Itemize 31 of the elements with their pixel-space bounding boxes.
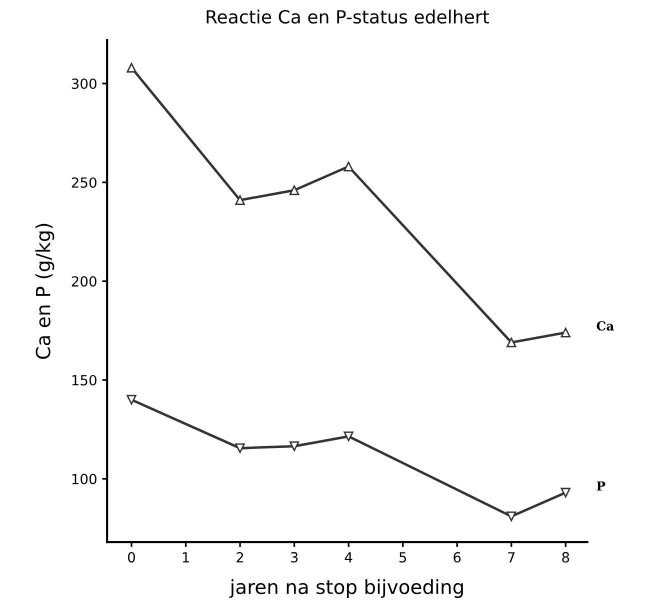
y-tick-label: 150	[72, 374, 96, 386]
x-tick-label: 0	[128, 552, 135, 563]
x-tick-label: 7	[508, 552, 515, 562]
point	[344, 431, 354, 442]
y-axis-title: Ca en P (g/kg)	[35, 224, 54, 359]
x-tick-label: 3	[290, 552, 298, 563]
point	[506, 512, 516, 522]
x-tick-label: 5	[399, 552, 406, 563]
x-axis-title: jaren na stop bijvoeding	[229, 579, 463, 598]
y-tick-label: 100	[72, 474, 96, 484]
y-tick-label: 250	[72, 177, 96, 188]
text: Ca	[596, 321, 614, 331]
point	[235, 195, 245, 205]
x-tick-label: 1	[182, 552, 189, 562]
point	[126, 62, 136, 73]
point	[289, 185, 300, 196]
point	[344, 162, 354, 172]
text: P	[596, 481, 606, 491]
x-tick-label: 4	[344, 552, 352, 562]
point	[560, 328, 570, 338]
point	[289, 441, 300, 452]
x-tick-label: 8	[562, 552, 570, 563]
x-tick-label: 6	[454, 552, 461, 563]
chart-title: Reactie Ca en P-status edelhert	[206, 10, 490, 24]
point	[126, 394, 136, 405]
point	[560, 488, 570, 498]
x-tick-label: 2	[236, 552, 244, 562]
y-tick-label: 300	[72, 78, 96, 89]
point	[235, 443, 245, 454]
y-tick-label: 200	[72, 276, 96, 287]
point	[506, 338, 516, 348]
